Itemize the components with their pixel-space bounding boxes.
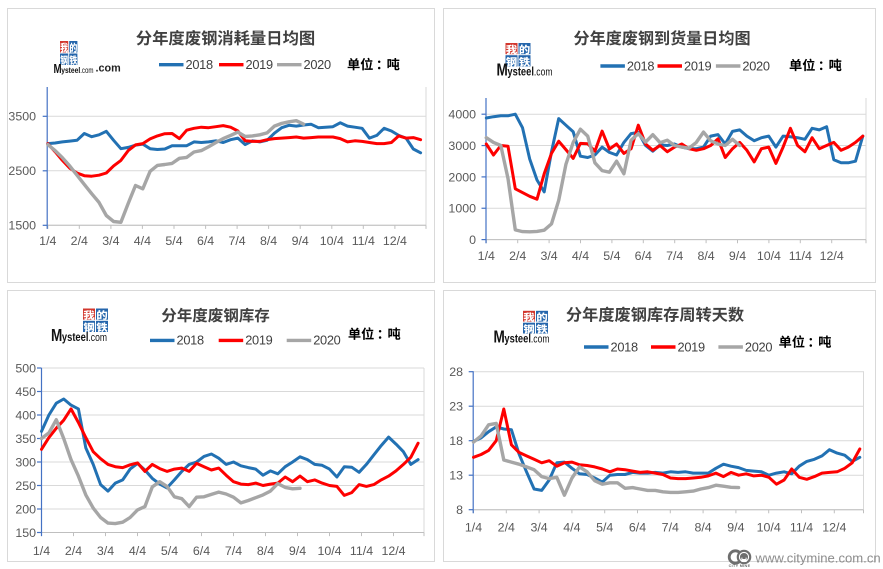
svg-text:1/4: 1/4 [39,234,56,248]
svg-text:2/4: 2/4 [65,544,82,558]
svg-text:8: 8 [456,503,463,517]
svg-text:4/4: 4/4 [572,249,589,263]
svg-text:5/4: 5/4 [603,249,620,263]
svg-text:0: 0 [469,233,476,247]
svg-text:2500: 2500 [8,164,36,178]
svg-text:2018: 2018 [186,57,213,72]
svg-text:www.citymine.com.cn: www.citymine.com.cn [755,551,881,566]
svg-text:10/4: 10/4 [757,521,781,535]
svg-text:1000: 1000 [448,202,476,216]
svg-text:7/4: 7/4 [662,521,679,535]
svg-text:12/4: 12/4 [822,521,846,535]
svg-text:300: 300 [15,455,36,469]
svg-text:150: 150 [15,526,36,540]
svg-text:2020: 2020 [304,57,331,72]
svg-text:1/4: 1/4 [33,544,50,558]
svg-text:2020: 2020 [313,333,340,348]
svg-text:6/4: 6/4 [197,234,214,248]
svg-text:12/4: 12/4 [383,234,407,248]
svg-text:10/4: 10/4 [317,544,341,558]
svg-text:.com: .com [96,63,121,75]
svg-text:450: 450 [15,385,36,399]
svg-text:10/4: 10/4 [320,234,344,248]
svg-text:2/4: 2/4 [498,521,515,535]
svg-text:12/4: 12/4 [381,544,405,558]
svg-text:Mysteel.com: Mysteel.com [51,327,107,346]
svg-text:2018: 2018 [177,333,204,348]
svg-text:3/4: 3/4 [102,234,119,248]
svg-text:3/4: 3/4 [97,544,114,558]
svg-text:11/4: 11/4 [352,234,375,248]
svg-text:2019: 2019 [684,58,711,73]
svg-text:9/4: 9/4 [729,249,746,263]
svg-text:18: 18 [449,434,463,448]
svg-text:2020: 2020 [742,58,769,73]
svg-text:3/4: 3/4 [530,521,547,535]
svg-text:13: 13 [449,469,463,483]
svg-text:500: 500 [15,361,36,375]
svg-text:2018: 2018 [627,58,654,73]
svg-text:2/4: 2/4 [71,234,88,248]
svg-text:3000: 3000 [448,139,476,153]
svg-text:11/4: 11/4 [350,544,373,558]
svg-text:2000: 2000 [448,170,476,184]
svg-text:5/4: 5/4 [596,521,613,535]
svg-text:200: 200 [15,502,36,516]
svg-text:4000: 4000 [448,108,476,122]
svg-text:1500: 1500 [8,219,36,233]
svg-text:7/4: 7/4 [225,544,242,558]
svg-text:4/4: 4/4 [563,521,580,535]
svg-text:3500: 3500 [8,110,36,124]
svg-text:11/4: 11/4 [789,249,812,263]
svg-text:10/4: 10/4 [757,249,781,263]
svg-text:8/4: 8/4 [260,234,277,248]
svg-text:8/4: 8/4 [257,544,274,558]
svg-text:350: 350 [15,432,36,446]
svg-text:8/4: 8/4 [697,249,714,263]
svg-text:1/4: 1/4 [478,249,495,263]
svg-text:6/4: 6/4 [193,544,210,558]
svg-text:Mysteel.com: Mysteel.com [497,61,553,80]
svg-text:3/4: 3/4 [540,249,557,263]
svg-text:2019: 2019 [678,339,705,354]
svg-text:9/4: 9/4 [727,521,744,535]
svg-text:2019: 2019 [245,333,272,348]
svg-text:4/4: 4/4 [134,234,151,248]
svg-text:9/4: 9/4 [289,544,306,558]
svg-text:5/4: 5/4 [165,234,182,248]
svg-text:28: 28 [449,365,463,379]
svg-text:11/4: 11/4 [790,521,813,535]
svg-text:2/4: 2/4 [509,249,526,263]
svg-text:5/4: 5/4 [161,544,178,558]
svg-text:12/4: 12/4 [820,249,844,263]
svg-text:2018: 2018 [611,339,638,354]
svg-text:9/4: 9/4 [292,234,309,248]
svg-text:CITY MINE: CITY MINE [729,564,751,568]
svg-text:1/4: 1/4 [465,521,482,535]
svg-text:2019: 2019 [246,57,273,72]
svg-text:7/4: 7/4 [228,234,245,248]
svg-text:250: 250 [15,479,36,493]
svg-text:Mysteel.com: Mysteel.com [54,63,94,76]
svg-text:7/4: 7/4 [666,249,683,263]
svg-text:23: 23 [449,400,463,414]
svg-text:Mysteel.com: Mysteel.com [494,328,550,347]
svg-text:6/4: 6/4 [629,521,646,535]
svg-text:400: 400 [15,408,36,422]
svg-text:6/4: 6/4 [635,249,652,263]
svg-text:2020: 2020 [745,339,772,354]
svg-text:8/4: 8/4 [694,521,711,535]
svg-text:4/4: 4/4 [129,544,146,558]
